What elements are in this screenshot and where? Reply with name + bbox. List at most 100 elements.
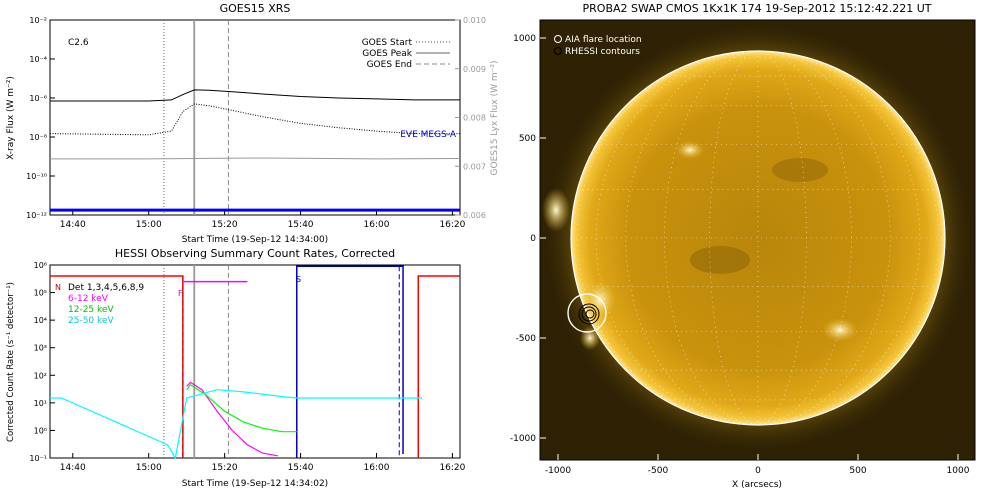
goes-legend: GOES Start GOES Peak GOES End xyxy=(362,38,450,70)
goes-eve-label: EVE MEGS-A xyxy=(400,130,457,140)
goes-ylabel-right: GOES15 Lyx Flux (W m⁻²) xyxy=(490,61,500,176)
hessi-legend: Det 1,3,4,5,6,8,9 6-12 keV 12-25 keV 25-… xyxy=(68,283,144,326)
swap-ytick-label: 0 xyxy=(530,234,536,244)
hessi-ytick-label: 10⁶ xyxy=(34,261,47,270)
rhessi-contours xyxy=(578,303,600,325)
goes-xtick-label: 16:20 xyxy=(439,220,465,230)
hessi-ytick-label: 10⁵ xyxy=(34,289,47,298)
goes-class-label: C2.6 xyxy=(68,38,89,48)
solar-disk xyxy=(571,51,945,425)
swap-ytick-label: 500 xyxy=(519,134,536,144)
swap-legend: AIA flare location RHESSI contours xyxy=(554,35,642,57)
coronal-hole-dark xyxy=(690,246,750,274)
swap-title: PROBA2 SWAP CMOS 1Kx1K 174 19-Sep-2012 1… xyxy=(583,2,932,15)
swap-ytick-label: -500 xyxy=(516,334,537,344)
goes-ytick-label: 10⁻¹² xyxy=(26,211,47,220)
goes-panel: GOES15 XRS 10⁻² 10⁻⁴ 10⁻⁶ 10⁻⁸ 10⁻¹⁰ 10⁻¹² 0.0… xyxy=(6,2,500,245)
hessi-legend-12-25: 12-25 keV xyxy=(68,305,114,315)
hessi-marker-n: N xyxy=(55,283,61,292)
swap-xtick-label: 500 xyxy=(849,466,866,476)
goes-title: GOES15 XRS xyxy=(220,2,291,15)
hessi-ytick-label: 10⁴ xyxy=(34,316,47,325)
swap-legend-rhessi-icon xyxy=(554,47,562,55)
goes-series-lyx xyxy=(50,157,461,160)
swap-xtick-label: -1000 xyxy=(545,466,571,476)
rhessi-contour xyxy=(581,306,597,322)
heliographic-grid xyxy=(571,51,945,425)
goes-marks xyxy=(49,20,461,215)
goes-y2tick-label: 0.006 xyxy=(463,211,486,220)
swap-xtick-label: 0 xyxy=(755,466,761,476)
hessi-xtick-label: 16:00 xyxy=(364,463,390,473)
goes-legend-end: GOES End xyxy=(367,60,412,70)
hessi-title: HESSI Observing Summary Count Rates, Cor… xyxy=(115,247,395,260)
goes-series-short xyxy=(49,103,460,136)
goes-xlabel: Start Time (19-Sep-12 14:34:00) xyxy=(182,235,328,245)
hessi-panel: HESSI Observing Summary Count Rates, Cor… xyxy=(6,247,466,489)
hessi-marker-s: S xyxy=(296,275,301,284)
hessi-ytick-label: 10² xyxy=(34,371,47,380)
goes-ytick-label: 10⁻² xyxy=(29,16,47,25)
goes-ytick-label: 10⁻⁶ xyxy=(29,94,47,103)
goes-series-long xyxy=(50,89,460,102)
hessi-series-12-25-kev xyxy=(186,383,297,433)
swap-xtick-label: 1000 xyxy=(947,466,970,476)
hessi-xtick-label: 16:20 xyxy=(439,463,465,473)
hessi-saa-flag xyxy=(296,265,404,458)
swap-legend-aia-icon xyxy=(554,35,562,43)
hessi-legend-25-50: 25-50 keV xyxy=(68,316,114,326)
goes-xtick-label: 14:40 xyxy=(60,220,86,230)
hessi-ylabel: Corrected Count Rate (s⁻¹ detector⁻¹) xyxy=(6,282,16,442)
swap-xtick-label: -500 xyxy=(648,466,669,476)
rhessi-contour xyxy=(585,309,595,319)
goes-ytick-label: 10⁻¹⁰ xyxy=(26,172,47,181)
hessi-xtick-label: 15:20 xyxy=(212,463,238,473)
swap-tick-labels: -1000 -500 0 500 1000 1000 500 0 -500 -1000 xyxy=(510,34,970,476)
goes-ytick-label: 10⁻⁴ xyxy=(29,55,47,64)
hessi-tick-labels: 10⁶ 10⁵ 10⁴ 10³ 10² 10¹ 10⁰ 10⁻¹ 14:40 15:00 15:20… xyxy=(29,261,465,473)
goes-xtick-label: 15:20 xyxy=(212,220,238,230)
rhessi-contour xyxy=(578,303,600,325)
goes-ylabel-left: X-ray Flux (W m⁻²) xyxy=(6,76,16,160)
hessi-xtick-label: 14:40 xyxy=(60,463,86,473)
goes-legend-peak: GOES Peak xyxy=(362,49,412,59)
goes-y2tick-label: 0.008 xyxy=(463,114,486,123)
aia-flare-location-circle xyxy=(567,293,607,333)
swap-ytick-label: -1000 xyxy=(510,434,536,444)
hessi-series-25-50-kev xyxy=(50,389,422,460)
swap-panel: PROBA2 SWAP CMOS 1Kx1K 174 19-Sep-2012 1… xyxy=(510,2,976,490)
goes-legend-start: GOES Start xyxy=(362,38,413,48)
coronal-hole-dark xyxy=(772,158,828,182)
hessi-ytick-label: 10⁻¹ xyxy=(29,454,47,463)
goes-xtick-label: 15:00 xyxy=(136,220,162,230)
swap-legend-aia: AIA flare location xyxy=(565,35,642,45)
goes-tick-labels: 10⁻² 10⁻⁴ 10⁻⁶ 10⁻⁸ 10⁻¹⁰ 10⁻¹² 0.010 0.009 0.00… xyxy=(26,16,486,230)
limb-bright-west xyxy=(542,188,570,232)
active-region-bright xyxy=(822,318,858,342)
hessi-legend-det: Det 1,3,4,5,6,8,9 xyxy=(68,283,144,293)
goes-y2tick-label: 0.010 xyxy=(463,16,486,25)
hessi-plot-frame xyxy=(49,264,461,459)
hessi-xtick-label: 15:40 xyxy=(288,463,314,473)
hessi-xlabel: Start Time (19-Sep-12 14:34:02) xyxy=(182,479,328,489)
goes-y2tick-label: 0.007 xyxy=(463,162,486,171)
swap-legend-rhessi: RHESSI contours xyxy=(565,47,640,57)
goes-xtick-label: 15:40 xyxy=(288,220,314,230)
hessi-xtick-label: 15:00 xyxy=(136,463,162,473)
solar-limb xyxy=(570,50,946,426)
hessi-ytick-label: 10¹ xyxy=(34,399,47,408)
hessi-marks xyxy=(50,265,460,460)
swap-xlabel: X (arcsecs) xyxy=(732,480,782,490)
goes-plot-frame xyxy=(49,19,461,216)
hessi-legend-6-12: 6-12 keV xyxy=(68,294,109,304)
hessi-night-flag-2 xyxy=(417,275,460,458)
active-region-bright xyxy=(676,141,704,159)
goes-ytick-label: 10⁻⁸ xyxy=(29,133,47,142)
goes-xtick-label: 16:00 xyxy=(364,220,390,230)
hessi-ytick-label: 10⁰ xyxy=(34,426,47,435)
goes-y2tick-label: 0.009 xyxy=(463,65,486,74)
hessi-series-6-12-kev xyxy=(186,381,278,457)
hessi-ytick-label: 10³ xyxy=(34,344,47,353)
hessi-marker-f: F xyxy=(178,289,183,298)
